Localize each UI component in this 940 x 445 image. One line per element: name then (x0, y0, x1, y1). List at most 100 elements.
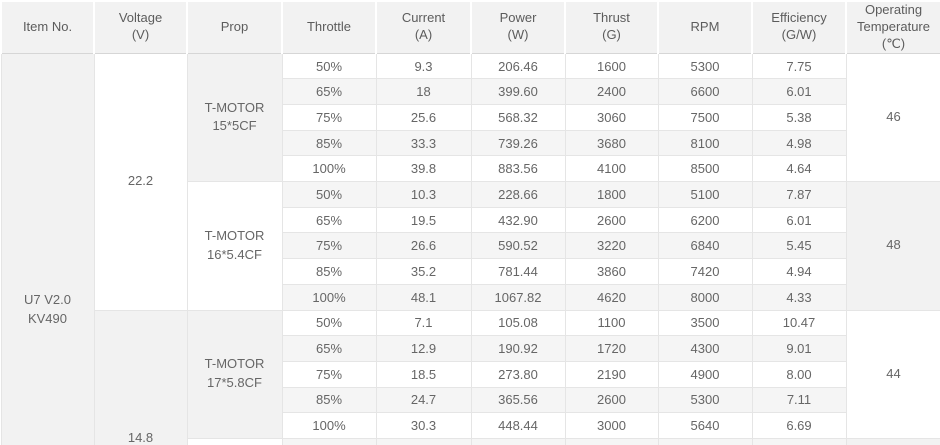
current-cell: 39.8 (375, 155, 472, 183)
data-row: 65% 12.9 190.92 1720 4300 9.01 (1, 335, 940, 362)
throttle-cell: 85% (281, 258, 377, 285)
data-row: 14.8 T-MOTOR 17*5.8CF 50% 7.1 105.08 1100 3500… (1, 309, 940, 445)
efficiency-cell: 6.01 (751, 206, 847, 234)
current-cell: 25.6 (375, 104, 472, 131)
thrust-cell (564, 437, 659, 445)
power-cell: 399.60 (470, 78, 566, 106)
throttle-cell: 100% (281, 155, 377, 183)
thrust-cell: 3000 (564, 412, 659, 439)
efficiency-cell: 6.01 (751, 78, 847, 106)
prop-cell: T-MOTOR 17*5.8CF (186, 309, 283, 439)
voltage-cell: 14.8 (93, 309, 188, 445)
efficiency-cell: 7.87 (751, 181, 847, 208)
throttle-cell: 75% (281, 232, 377, 260)
power-cell: 568.32 (470, 104, 566, 131)
current-cell: 35.2 (375, 258, 472, 285)
data-row: 85% 35.2 781.44 3860 7420 4.94 (1, 258, 940, 285)
thrust-cell: 1600 (564, 52, 659, 80)
efficiency-cell: 4.98 (751, 129, 847, 157)
data-row: 100% 39.8 883.56 4100 8500 4.64 (1, 155, 940, 183)
rpm-cell: 8100 (657, 129, 753, 157)
thrust-cell: 1720 (564, 335, 659, 362)
power-cell: 228.66 (470, 181, 566, 208)
throttle-cell (281, 437, 377, 445)
efficiency-cell: 4.64 (751, 155, 847, 183)
temperature-cell: 48 (845, 181, 940, 311)
current-cell (375, 437, 472, 445)
efficiency-cell: 9.01 (751, 335, 847, 362)
rpm-cell: 5100 (657, 181, 753, 208)
header-prop: Prop (186, 0, 283, 54)
rpm-cell: 4900 (657, 360, 753, 388)
thrust-cell: 3060 (564, 104, 659, 131)
current-cell: 48.1 (375, 283, 472, 311)
power-cell: 432.90 (470, 206, 566, 234)
thrust-cell: 1800 (564, 181, 659, 208)
throttle-cell: 100% (281, 412, 377, 439)
data-row: 100% 48.1 1067.82 4620 8000 4.33 (1, 283, 940, 311)
efficiency-cell: 5.38 (751, 104, 847, 131)
efficiency-cell: 7.11 (751, 386, 847, 414)
power-cell: 883.56 (470, 155, 566, 183)
voltage-cell: 22.2 (93, 52, 188, 311)
data-row: 65% 19.5 432.90 2600 6200 6.01 (1, 206, 940, 234)
header-row: Item No. Voltage (V) Prop Throttle Curre… (0, 0, 940, 54)
header-efficiency: Efficiency (G/W) (751, 0, 847, 54)
throttle-cell: 65% (281, 78, 377, 106)
current-cell: 30.3 (375, 412, 472, 439)
throttle-cell: 50% (281, 181, 377, 208)
thrust-cell: 4100 (564, 155, 659, 183)
power-cell: 590.52 (470, 232, 566, 260)
rpm-cell: 5300 (657, 386, 753, 414)
rpm-cell: 5300 (657, 52, 753, 80)
rpm-cell: 8500 (657, 155, 753, 183)
data-row: 75% 26.6 590.52 3220 6840 5.45 (1, 232, 940, 260)
header-temperature: Operating Temperature (℃) (845, 0, 940, 54)
power-cell: 781.44 (470, 258, 566, 285)
header-item-no: Item No. (0, 0, 95, 54)
efficiency-cell: 5.45 (751, 232, 847, 260)
power-cell: 1067.82 (470, 283, 566, 311)
item-no-cell: U7 V2.0 KV490 (0, 52, 95, 445)
temperature-cell: 46 (845, 52, 940, 183)
power-cell (470, 437, 566, 445)
header-current: Current (A) (375, 0, 472, 54)
data-row: T-MOTOR 16*5.4CF 50% 10.3 228.66 1800 5100 7.8… (1, 181, 940, 311)
current-cell: 10.3 (375, 181, 472, 208)
rpm-cell: 4300 (657, 335, 753, 362)
rpm-cell: 6840 (657, 232, 753, 260)
prop-cell: T-MOTOR 15*5CF (186, 52, 283, 183)
rpm-cell: 6600 (657, 78, 753, 106)
efficiency-cell: 6.69 (751, 412, 847, 439)
efficiency-cell: 7.75 (751, 52, 847, 80)
power-cell: 206.46 (470, 52, 566, 80)
power-cell: 105.08 (470, 309, 566, 337)
header-power: Power (W) (470, 0, 566, 54)
efficiency-cell: 10.47 (751, 309, 847, 337)
thrust-cell: 2600 (564, 386, 659, 414)
current-cell: 26.6 (375, 232, 472, 260)
data-row: 100% 30.3 448.44 3000 5640 6.69 (1, 412, 940, 439)
data-row: 85% 33.3 739.26 3680 8100 4.98 (1, 129, 940, 157)
rpm-cell: 7500 (657, 104, 753, 131)
data-row: 65% 18 399.60 2400 6600 6.01 (1, 78, 940, 106)
header-rpm: RPM (657, 0, 753, 54)
power-cell: 365.56 (470, 386, 566, 414)
prop-cell: T-MOTOR 16*5.4CF (186, 181, 283, 311)
thrust-cell: 3680 (564, 129, 659, 157)
current-cell: 12.9 (375, 335, 472, 362)
current-cell: 24.7 (375, 386, 472, 414)
thrust-cell: 2600 (564, 206, 659, 234)
header-thrust: Thrust (G) (564, 0, 659, 54)
power-cell: 190.92 (470, 335, 566, 362)
throttle-cell: 65% (281, 335, 377, 362)
throttle-cell: 85% (281, 129, 377, 157)
power-cell: 448.44 (470, 412, 566, 439)
efficiency-cell: 4.33 (751, 283, 847, 311)
rpm-cell: 7420 (657, 258, 753, 285)
data-row: U7 V2.0 KV490 22.2 T-MOTOR 15*5CF 50% 9.3 206… (0, 52, 940, 445)
thrust-cell: 3860 (564, 258, 659, 285)
current-cell: 9.3 (375, 52, 472, 80)
thrust-cell: 1100 (564, 309, 659, 337)
